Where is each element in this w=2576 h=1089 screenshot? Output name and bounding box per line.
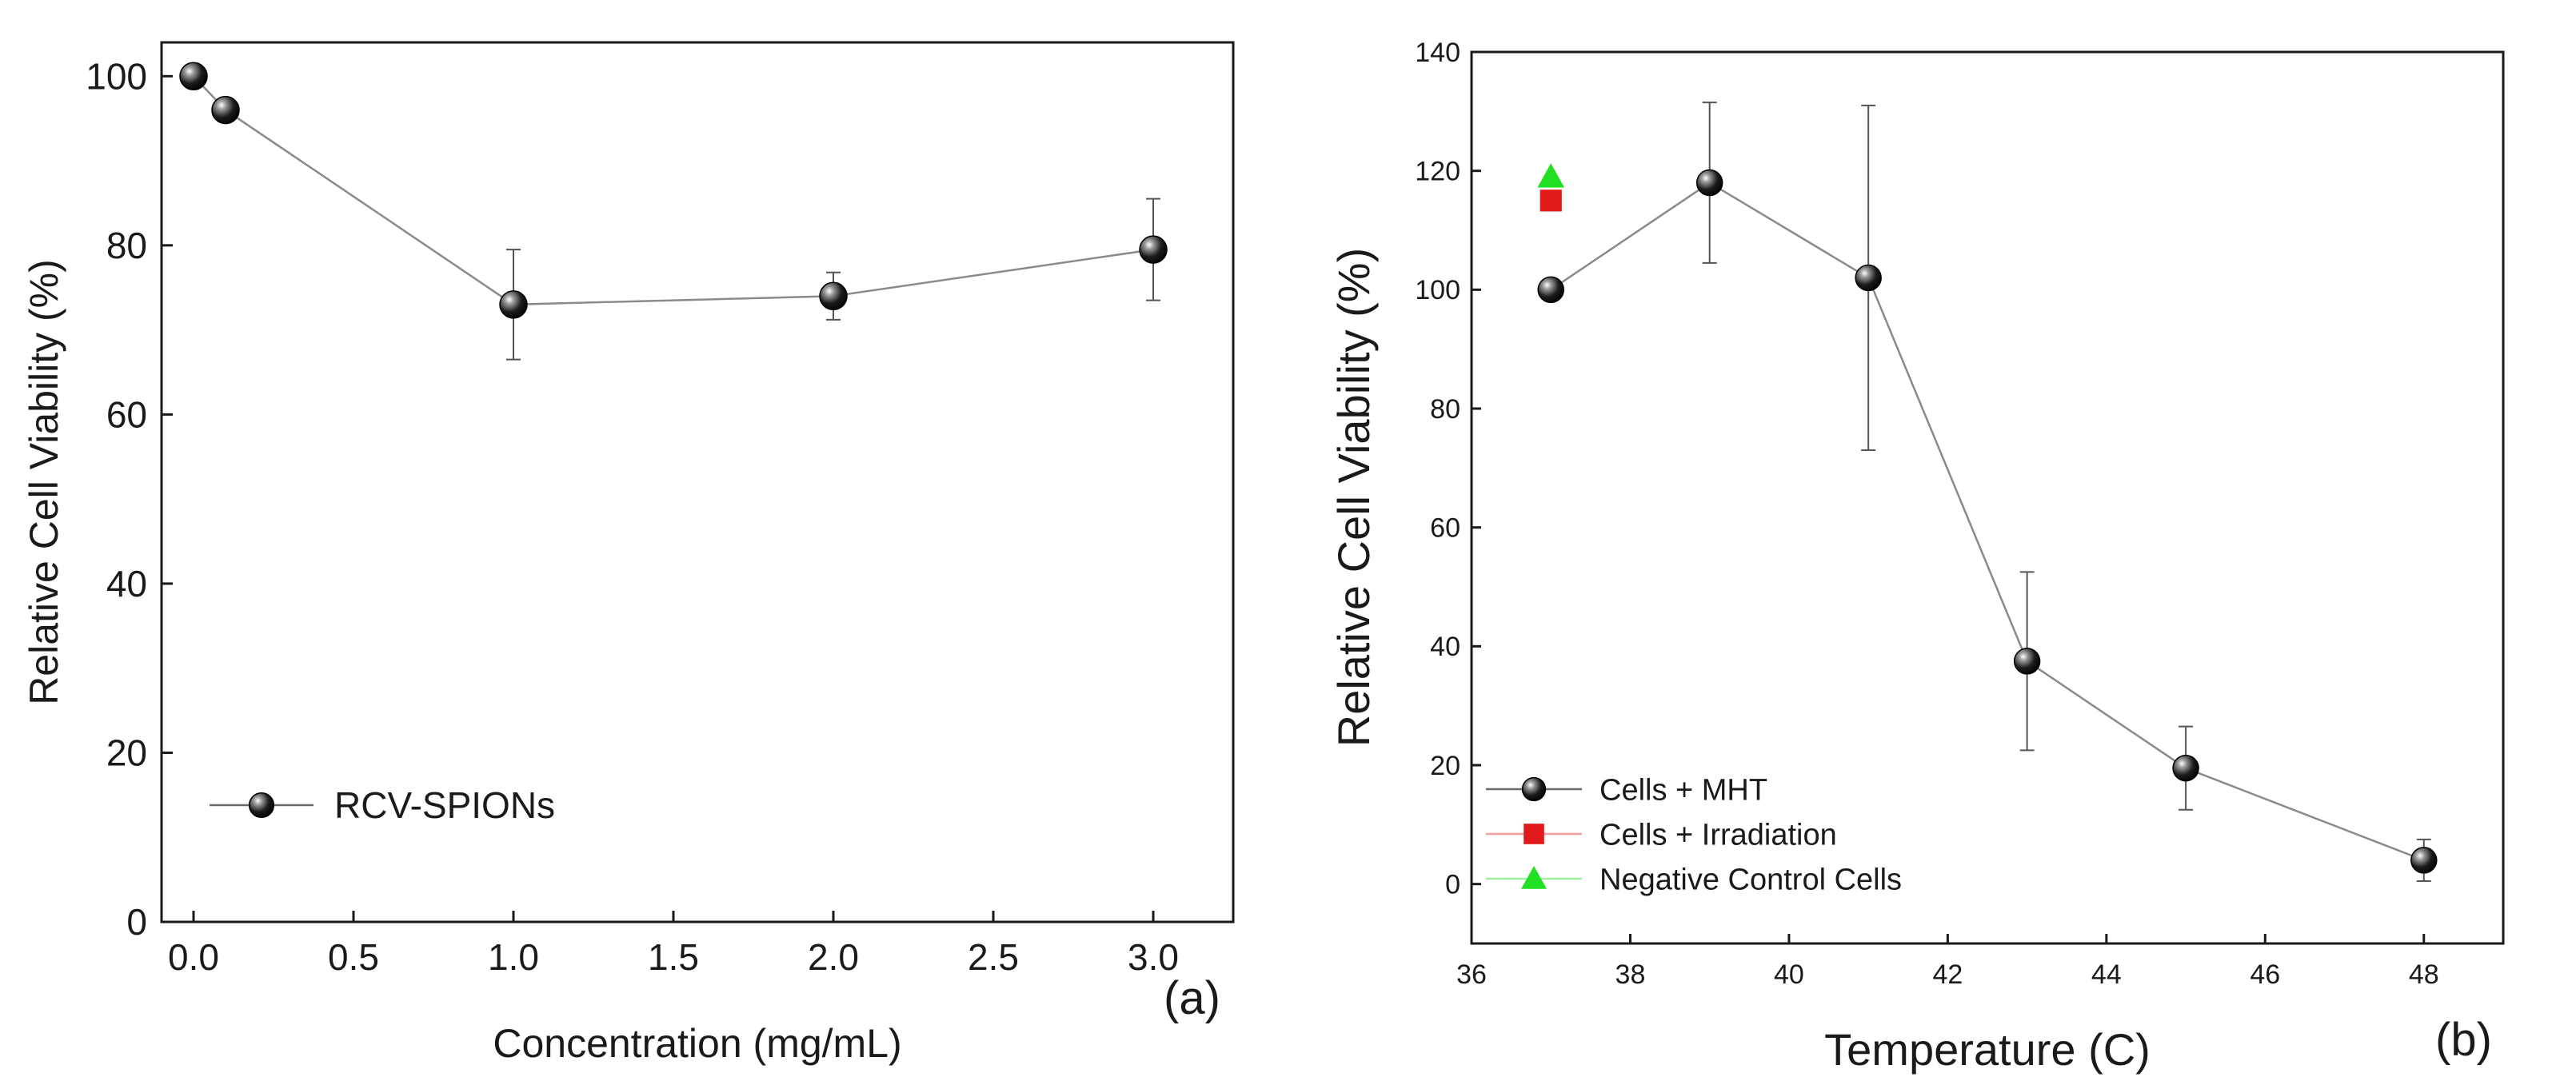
legend-item: Negative Control Cells xyxy=(1486,863,1902,896)
data-point xyxy=(179,62,208,91)
y-tick-label: 20 xyxy=(1430,751,1460,781)
y-tick-label: 40 xyxy=(106,563,147,604)
legend-label: Cells + Irradiation xyxy=(1600,818,1837,852)
data-point xyxy=(1537,276,1564,304)
data-point xyxy=(1855,264,1882,292)
series-b-1 xyxy=(1540,189,1562,212)
series-layer-a xyxy=(179,62,1168,361)
y-tick-label: 20 xyxy=(106,732,147,774)
x-axis-label-a: Concentration (mg/mL) xyxy=(493,1021,901,1066)
x-tick-label: 1.5 xyxy=(648,936,699,978)
legend-marker xyxy=(1521,866,1547,889)
x-ticks-b: 36 38 40 42 44 46 48 xyxy=(1456,934,2439,990)
legend-label: Cells + MHT xyxy=(1600,773,1767,807)
x-tick-label: 0.0 xyxy=(168,936,219,978)
y-ticks-b: 0 20 40 60 80 100 120 140 xyxy=(1415,38,1481,900)
data-point xyxy=(1139,235,1168,264)
y-tick-label: 100 xyxy=(1415,275,1460,305)
y-ticks-a: 0 20 40 60 80 100 xyxy=(86,55,173,943)
plot-frame-b xyxy=(1470,50,2505,945)
x-tick-label: 2.0 xyxy=(808,936,859,978)
legend-item: RCV-SPIONs xyxy=(210,784,555,826)
x-tick-label: 0.5 xyxy=(328,936,379,978)
chart-panel-b: 0 20 40 60 80 100 120 140 36 38 40 42 44 46 48 Temper… xyxy=(1328,38,2505,1075)
legend-marker xyxy=(1524,824,1544,844)
series-b-2 xyxy=(1537,163,1565,188)
x-tick-label: 3.0 xyxy=(1128,936,1179,978)
legend-item: Cells + Irradiation xyxy=(1486,818,1837,852)
data-point xyxy=(2172,754,2199,782)
y-tick-label: 60 xyxy=(1430,513,1460,544)
series-b-0 xyxy=(1537,102,2438,882)
legend-item: Cells + MHT xyxy=(1486,773,1767,807)
data-point xyxy=(819,281,848,311)
legend-b: Cells + MHT Cells + Irradiation Negative C… xyxy=(1486,773,1902,896)
x-tick-label: 38 xyxy=(1615,959,1646,990)
panel-label-b: (b) xyxy=(2435,1014,2492,1066)
x-ticks-a: 0.0 0.5 1.0 1.5 2.0 2.5 3.0 xyxy=(168,911,1179,978)
x-tick-label: 2.5 xyxy=(968,936,1019,978)
y-tick-label: 80 xyxy=(106,225,147,266)
series-a-0 xyxy=(179,62,1168,361)
y-tick-label: 0 xyxy=(126,901,147,943)
legend-marker xyxy=(1521,776,1547,802)
data-point xyxy=(1540,189,1562,212)
panel-label-a: (a) xyxy=(1164,972,1220,1024)
y-tick-label: 0 xyxy=(1445,870,1460,900)
y-tick-label: 140 xyxy=(1415,38,1460,68)
x-tick-label: 44 xyxy=(2091,959,2122,990)
x-tick-label: 42 xyxy=(1932,959,1963,990)
data-point xyxy=(211,95,240,125)
y-axis-label-b: Relative Cell Viability (%) xyxy=(1328,248,1379,748)
legend-marker xyxy=(248,792,275,819)
y-tick-label: 80 xyxy=(1430,394,1460,425)
y-tick-label: 120 xyxy=(1415,157,1460,187)
legend-label: RCV-SPIONs xyxy=(334,784,555,826)
chart-panel-a: 0 20 40 60 80 100 0.0 0.5 1.0 1.5 2.0 2.5 3.0 Conce… xyxy=(22,41,1235,1066)
x-tick-label: 36 xyxy=(1456,959,1487,990)
x-axis-label-b: Temperature (C) xyxy=(1824,1024,2151,1075)
x-tick-label: 40 xyxy=(1774,959,1804,990)
series-line xyxy=(1550,182,2425,862)
y-axis-label-a: Relative Cell Viability (%) xyxy=(22,259,66,705)
data-point xyxy=(499,290,528,319)
data-point xyxy=(1537,163,1565,188)
data-point xyxy=(2410,847,2438,874)
legend-label: Negative Control Cells xyxy=(1600,863,1902,896)
data-point xyxy=(2013,648,2041,675)
x-tick-label: 1.0 xyxy=(488,936,539,978)
x-tick-label: 48 xyxy=(2409,959,2439,990)
y-tick-label: 100 xyxy=(86,55,147,97)
y-tick-label: 60 xyxy=(106,393,147,435)
series-line xyxy=(193,75,1154,306)
x-tick-label: 46 xyxy=(2250,959,2280,990)
plot-frame-a xyxy=(160,41,1235,923)
legend-a: RCV-SPIONs xyxy=(210,784,555,826)
data-point xyxy=(1695,169,1723,197)
y-tick-label: 40 xyxy=(1430,632,1460,662)
series-layer-b xyxy=(1537,102,2438,882)
